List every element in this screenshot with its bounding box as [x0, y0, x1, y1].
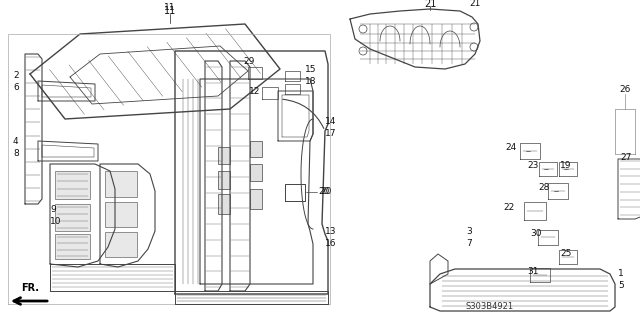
- Text: 16: 16: [325, 239, 337, 248]
- Text: 10: 10: [50, 217, 61, 226]
- Text: 11: 11: [164, 6, 176, 16]
- Text: 7: 7: [466, 239, 472, 248]
- Text: 26: 26: [620, 85, 630, 93]
- Bar: [218, 171, 230, 189]
- Bar: [55, 204, 90, 231]
- Text: 29: 29: [244, 56, 255, 65]
- Bar: [250, 189, 262, 209]
- Text: 4: 4: [13, 137, 19, 145]
- Bar: [218, 147, 230, 164]
- Text: 22: 22: [504, 203, 515, 211]
- Text: 27: 27: [620, 152, 632, 161]
- Text: 3: 3: [466, 226, 472, 235]
- Text: 2: 2: [13, 71, 19, 80]
- Bar: [55, 234, 90, 259]
- Text: 15: 15: [305, 64, 317, 73]
- Bar: [105, 171, 137, 197]
- Text: 9: 9: [50, 204, 56, 213]
- Text: 20: 20: [320, 188, 332, 197]
- Text: 17: 17: [325, 129, 337, 137]
- Text: 28: 28: [539, 182, 550, 191]
- Text: FR.: FR.: [21, 283, 39, 293]
- Bar: [218, 194, 230, 214]
- Text: 11: 11: [164, 4, 176, 12]
- Text: 20: 20: [318, 188, 330, 197]
- Text: 30: 30: [530, 228, 541, 238]
- Text: 5: 5: [618, 280, 624, 290]
- Bar: [250, 141, 262, 157]
- Bar: [55, 171, 90, 199]
- Bar: [250, 164, 262, 181]
- Text: 31: 31: [527, 266, 538, 276]
- Text: 18: 18: [305, 78, 317, 86]
- Bar: [105, 232, 137, 257]
- Text: 13: 13: [325, 226, 337, 235]
- Text: 8: 8: [13, 149, 19, 158]
- Text: 19: 19: [560, 160, 572, 169]
- Text: 23: 23: [527, 160, 539, 169]
- Text: 21: 21: [424, 0, 436, 9]
- Text: S303B4921: S303B4921: [466, 302, 514, 311]
- Text: 21: 21: [469, 0, 481, 9]
- Text: 12: 12: [248, 86, 260, 95]
- Bar: [105, 202, 137, 227]
- Text: 6: 6: [13, 84, 19, 93]
- Text: 24: 24: [506, 143, 517, 152]
- Text: 25: 25: [560, 249, 572, 257]
- Text: 14: 14: [325, 116, 337, 125]
- Text: 1: 1: [618, 269, 624, 278]
